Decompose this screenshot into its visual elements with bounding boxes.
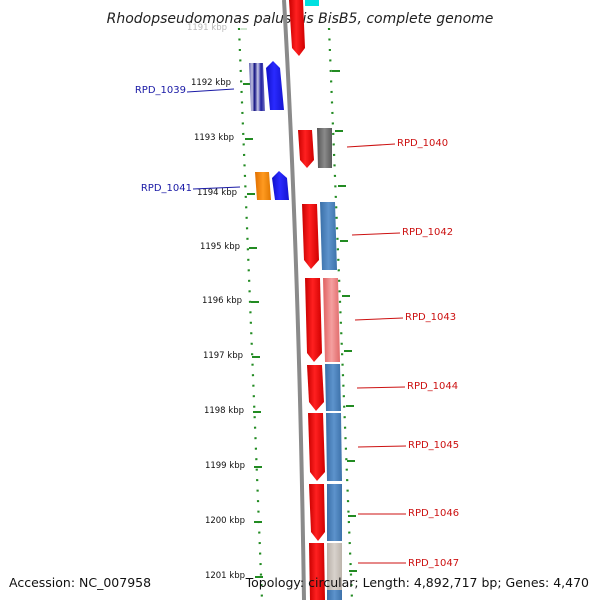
left-gene-labels: RPD_1039 RPD_1041 [135,85,241,194]
kbp-label: 1195 kbp [200,242,240,252]
kbp-label: 1194 kbp [197,188,237,198]
ruler-track-left [237,27,264,600]
outer-strand-features [305,0,342,600]
gene-block[interactable] [305,0,319,6]
gene-block[interactable] [326,413,342,481]
gene-block[interactable] [327,590,342,600]
kbp-label: 1192 kbp [191,78,231,88]
genome-backbone [282,0,306,600]
gene-label-rpd-1041[interactable]: RPD_1041 [141,183,192,194]
kbp-label: 1193 kbp [194,133,234,143]
right-gene-labels: RPD_1040 RPD_1042 RPD_1043 RPD_1044 RPD_… [346,138,459,569]
gene-block[interactable] [325,364,341,411]
gene-label-rpd-1047[interactable]: RPD_1047 [408,558,459,569]
kbp-label: 1199 kbp [205,461,245,471]
gene-label-rpd-1043[interactable]: RPD_1043 [405,312,456,323]
kbp-label: 1201 kbp [205,571,245,581]
kbp-label: 1200 kbp [205,516,245,526]
gene-arrow[interactable] [298,130,314,168]
gene-label-rpd-1044[interactable]: RPD_1044 [407,381,458,392]
gene-arrow[interactable] [308,413,325,481]
gene-label-rpd-1040[interactable]: RPD_1040 [397,138,448,149]
gene-arrow[interactable] [289,0,305,56]
gene-block[interactable] [327,484,342,541]
gene-label-rpd-1042[interactable]: RPD_1042 [402,227,453,238]
gene-arrow[interactable] [305,278,322,362]
gene-block[interactable] [323,278,340,362]
gene-arrow[interactable] [309,543,325,600]
gene-label-rpd-1039[interactable]: RPD_1039 [135,85,186,96]
gene-label-rpd-1046[interactable]: RPD_1046 [408,508,459,519]
ruler-track-right [327,27,354,600]
gene-arrow[interactable] [272,171,289,200]
gene-label-rpd-1045[interactable]: RPD_1045 [408,440,459,451]
gene-block[interactable] [255,172,271,200]
gene-arrow[interactable] [307,365,324,411]
gene-arrow[interactable] [302,204,319,269]
accession-text: Accession: NC_007958 [9,575,151,590]
kbp-label: 1198 kbp [204,406,244,416]
gene-arrow[interactable] [309,484,325,541]
gene-block[interactable] [317,128,332,168]
kbp-label: 1197 kbp [203,351,243,361]
gene-block[interactable] [320,202,337,270]
kbp-label: 1196 kbp [202,296,242,306]
reverse-strand-genes [249,61,289,200]
forward-strand-genes [289,0,325,600]
gene-block[interactable] [327,543,342,590]
gene-arrow[interactable] [266,61,284,110]
topology-text: Topology: circular; Length: 4,892,717 bp… [245,575,589,590]
kbp-label: 1191 kbp [187,23,227,33]
gene-block[interactable] [249,63,265,111]
kbp-ruler: 1191 kbp 1192 kbp 1193 kbp 1194 kbp 1195… [187,23,263,581]
ruler-ticks-right [332,70,357,572]
